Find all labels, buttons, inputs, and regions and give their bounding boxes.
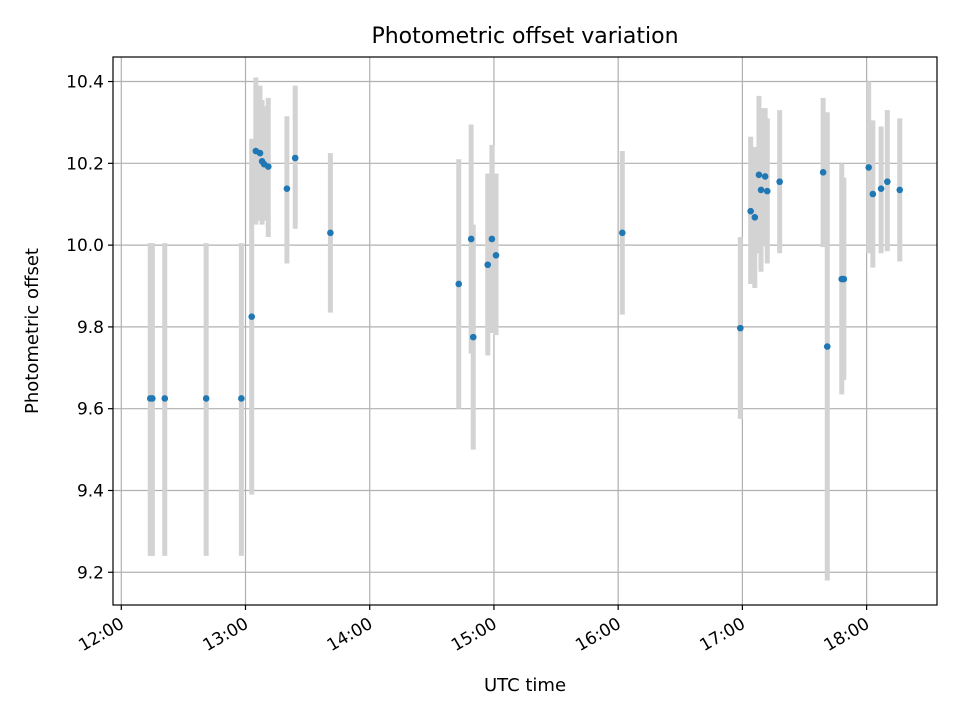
data-point [761, 173, 769, 180]
data-point [161, 395, 169, 402]
x-tick-label: 18:00 [821, 614, 873, 656]
data-point [776, 178, 783, 186]
plot-frame [112, 56, 938, 606]
data-point [469, 333, 477, 341]
x-tick-label: 13:00 [200, 614, 252, 656]
data-point [737, 324, 744, 332]
data-point [264, 163, 272, 170]
y-tick-label: 10.2 [66, 154, 104, 174]
x-tick-label: 17:00 [696, 614, 748, 656]
data-point [492, 252, 500, 259]
data-point [455, 280, 463, 288]
data-point [248, 313, 256, 320]
data-point [256, 149, 264, 157]
data-point [819, 169, 827, 176]
data-point [751, 214, 759, 221]
data-point [763, 187, 771, 195]
y-tick-label: 9.4 [77, 481, 104, 501]
x-tick-label: 16:00 [572, 614, 624, 656]
data-point [327, 229, 334, 237]
x-tick-label: 14:00 [324, 614, 376, 656]
data-point [291, 154, 299, 162]
data-point [755, 171, 763, 179]
y-axis-label: Photometric offset [22, 248, 43, 414]
data-point [757, 186, 765, 194]
data-point [467, 235, 475, 243]
data-point [865, 164, 872, 171]
data-point [823, 343, 831, 350]
data-point [149, 395, 156, 402]
data-point [283, 185, 291, 192]
data-point [840, 275, 848, 283]
data-point [896, 186, 904, 194]
y-tick-label: 9.6 [77, 400, 104, 420]
data-point [488, 235, 496, 243]
x-axis-label: UTC time [484, 675, 566, 696]
x-tick-label: 12:00 [75, 614, 127, 656]
data-point [238, 395, 245, 402]
x-tick-label: 15:00 [448, 614, 500, 656]
data-point [884, 178, 891, 186]
data-point [484, 261, 492, 269]
data-point [202, 395, 210, 402]
y-tick-label: 10.0 [66, 236, 104, 256]
data-point [877, 185, 885, 192]
data-point [747, 207, 754, 215]
chart-title: Photometric offset variation [371, 24, 678, 49]
y-tick-label: 9.8 [77, 318, 104, 338]
data-point [869, 190, 877, 198]
y-tick-label: 10.4 [66, 73, 104, 93]
grid-lines [113, 57, 937, 605]
y-tick-label: 9.2 [77, 563, 104, 583]
data-point [619, 229, 626, 237]
data-points [146, 147, 904, 402]
